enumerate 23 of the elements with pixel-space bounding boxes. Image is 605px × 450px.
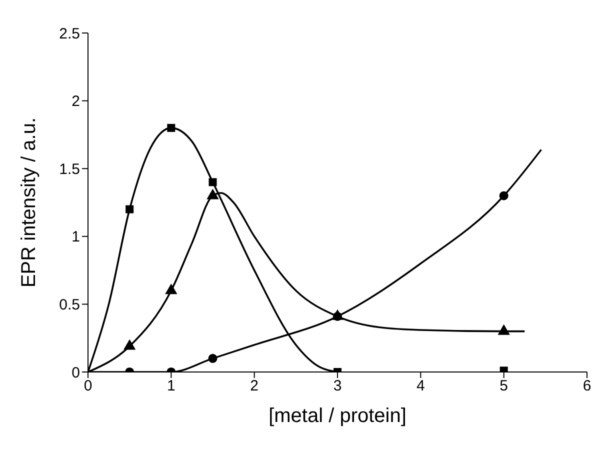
y-tick-label: 0 xyxy=(72,364,80,382)
y-tick-label: 0.5 xyxy=(59,296,80,314)
x-tick-label: 0 xyxy=(84,378,92,395)
point xyxy=(208,178,217,186)
x-tick-label: 1 xyxy=(166,378,176,395)
y-tick-label: 1.5 xyxy=(59,160,80,178)
x-tick-label: 3 xyxy=(333,378,342,395)
x-axis-title: [metal / protein] xyxy=(268,405,406,427)
x-tick-label: 4 xyxy=(416,378,425,395)
point xyxy=(124,339,136,350)
y-tick-label: 2.5 xyxy=(59,25,80,42)
point xyxy=(167,124,176,132)
y-axis-title: EPR intensity / a.u. xyxy=(18,117,40,288)
point xyxy=(126,205,134,214)
y-tick-label: 1 xyxy=(72,228,80,246)
x-tick-label: 2 xyxy=(250,378,259,395)
point xyxy=(499,191,508,200)
x-tick-label: 6 xyxy=(582,378,592,395)
point xyxy=(206,188,219,200)
point xyxy=(165,284,178,294)
x-tick-label: 5 xyxy=(500,378,508,395)
y-tick-label: 2 xyxy=(72,93,80,110)
point xyxy=(498,324,510,335)
